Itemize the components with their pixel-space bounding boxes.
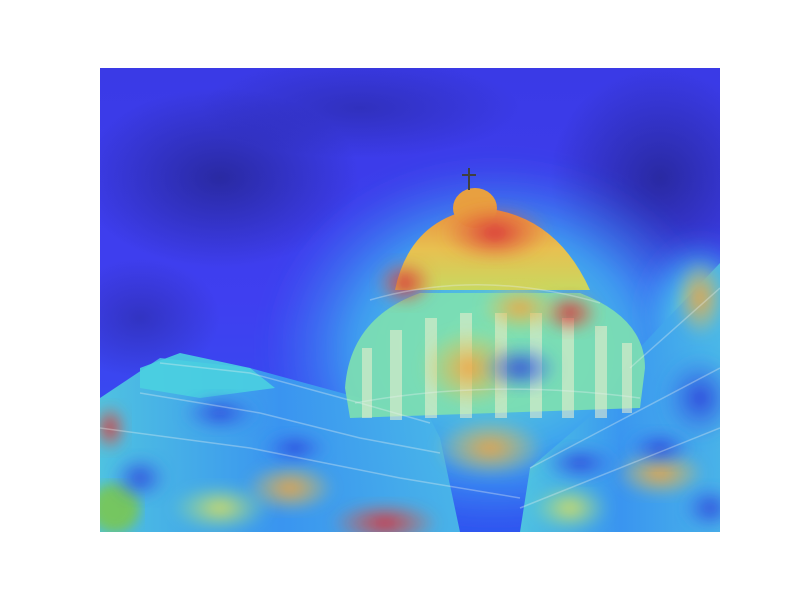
hotspot <box>530 483 610 532</box>
hotspot <box>330 501 440 532</box>
cross-post <box>468 168 470 190</box>
hotspot <box>480 283 560 333</box>
coldspot <box>180 393 260 433</box>
hotspot <box>170 483 270 532</box>
coldspot <box>540 443 620 483</box>
coldspot <box>660 353 720 443</box>
hotspot <box>420 328 520 408</box>
dark-cloud <box>100 258 220 378</box>
cross-bar <box>462 174 476 176</box>
heatmap-overlay-image <box>100 68 720 532</box>
heatmap-svg <box>100 68 720 532</box>
hotspot <box>435 418 545 478</box>
dark-cloud <box>200 68 520 158</box>
coldspot <box>110 453 170 503</box>
hotspot <box>440 203 550 263</box>
hotspot <box>100 403 128 453</box>
coldspot <box>260 430 330 466</box>
coldspot <box>680 483 720 532</box>
hotspot <box>675 258 720 338</box>
left-cornice <box>140 353 275 398</box>
coldspot <box>625 428 695 468</box>
hotspot <box>375 258 435 308</box>
coldspot <box>480 343 560 393</box>
architectural-lines <box>100 284 720 509</box>
